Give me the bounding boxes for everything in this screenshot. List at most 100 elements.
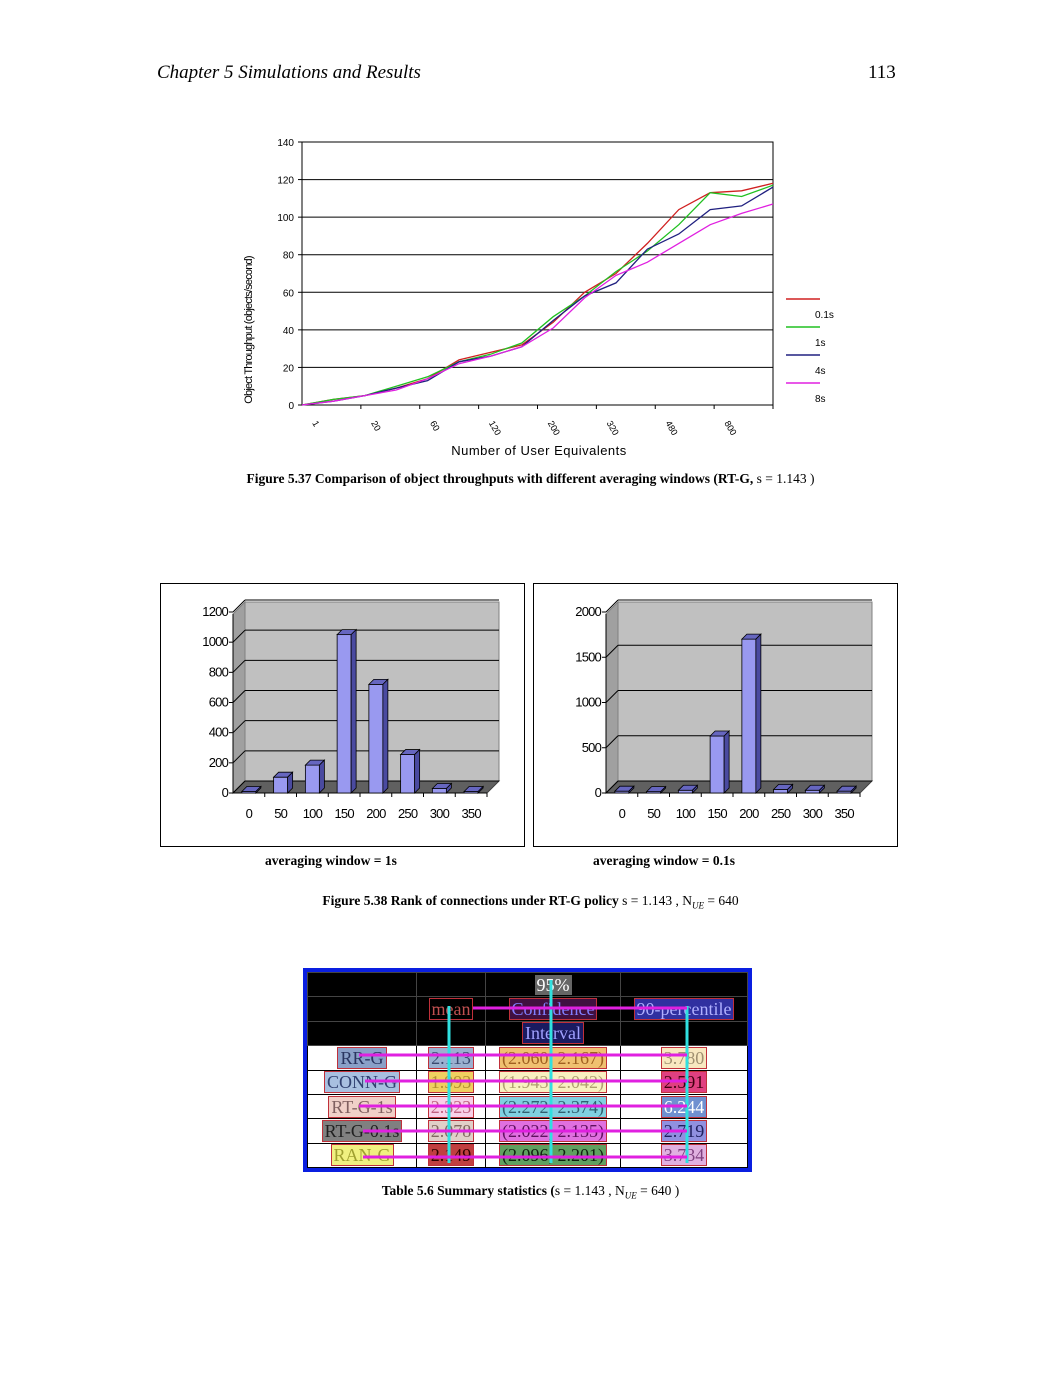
header-interval: Interval bbox=[485, 1020, 621, 1047]
x-tick-label: 50 bbox=[274, 806, 287, 821]
gridline bbox=[605, 690, 619, 703]
y-tick-label: 0 bbox=[595, 785, 602, 800]
table-row: RT-G-1s 2.323 (2.272, 2.374) 6.244 bbox=[307, 1093, 748, 1120]
x-tick-label: 100 bbox=[303, 806, 323, 821]
header-cell bbox=[416, 1020, 486, 1047]
x-tick-label: 300 bbox=[803, 806, 823, 821]
bar-side bbox=[477, 785, 484, 794]
bar-front bbox=[773, 788, 789, 794]
series-line-1s bbox=[301, 184, 774, 406]
x-tick-label: 120 bbox=[487, 419, 503, 437]
bar-50 bbox=[272, 771, 294, 794]
plot-area bbox=[301, 141, 774, 406]
x-axis-label: Number of User Equivalents bbox=[451, 443, 627, 458]
side-wall bbox=[605, 600, 619, 795]
y-tick-label: 40 bbox=[283, 326, 295, 337]
header-cell: 95% bbox=[485, 971, 621, 998]
y-tick-label: 1500 bbox=[575, 649, 601, 664]
bar-front bbox=[741, 638, 757, 794]
x-tick-label: 480 bbox=[664, 419, 680, 437]
gridline bbox=[232, 690, 246, 703]
bar-100 bbox=[677, 784, 699, 794]
side-wall bbox=[232, 600, 246, 795]
x-tick-label: 200 bbox=[739, 806, 759, 821]
bar-front bbox=[368, 684, 384, 794]
x-tick-label: 100 bbox=[676, 806, 696, 821]
x-tick-label: 320 bbox=[605, 419, 621, 437]
figure-538-caption: Figure 5.38 Rank of connections under RT… bbox=[322, 893, 739, 911]
y-tick-label: 20 bbox=[283, 363, 295, 374]
y-tick-label: 2000 bbox=[575, 604, 601, 619]
bar-front bbox=[431, 788, 447, 794]
gridline bbox=[232, 780, 246, 794]
x-tick-label: 150 bbox=[334, 806, 354, 821]
bar-side bbox=[255, 785, 262, 794]
bar-side bbox=[660, 785, 667, 794]
bar-front bbox=[273, 776, 289, 794]
header-cell bbox=[307, 996, 417, 1022]
x-tick-label: 1 bbox=[310, 419, 321, 428]
x-tick-label: 250 bbox=[398, 806, 418, 821]
table-row: RT-G-0.1s 2.078 (2.022, 2.135) 2.719 bbox=[307, 1118, 748, 1144]
bar-150 bbox=[709, 730, 731, 794]
bar-front bbox=[804, 789, 820, 794]
header-cell bbox=[620, 1020, 748, 1047]
series-line-4s bbox=[301, 186, 774, 406]
y-tick-label: 0 bbox=[288, 401, 294, 412]
y-tick-label: 600 bbox=[209, 695, 229, 710]
table-56-caption: Table 5.6 Summary statistics (s = 1.143 … bbox=[381, 1183, 680, 1201]
x-tick-label: 800 bbox=[722, 419, 738, 437]
bar-front bbox=[709, 735, 725, 794]
x-tick-label: 350 bbox=[834, 806, 854, 821]
bar-150 bbox=[336, 628, 358, 794]
header-cell bbox=[416, 971, 486, 998]
gridline bbox=[605, 780, 619, 794]
y-tick-label: 1000 bbox=[575, 695, 601, 710]
bar-200 bbox=[740, 633, 762, 794]
bar-side bbox=[445, 782, 452, 794]
bar-side bbox=[628, 785, 635, 794]
subcaption-01s: averaging window = 0.1s bbox=[593, 853, 735, 868]
bar-350 bbox=[836, 785, 858, 794]
x-tick-label: 200 bbox=[546, 419, 562, 437]
bar-front bbox=[677, 789, 693, 794]
legend-label-8s: 8s bbox=[815, 394, 826, 405]
header-cell bbox=[307, 1020, 417, 1047]
bar-200 bbox=[367, 678, 389, 794]
bar-250 bbox=[399, 748, 421, 794]
bar-300 bbox=[804, 784, 826, 794]
bar-side bbox=[414, 748, 421, 794]
y-tick-label: 0 bbox=[222, 785, 229, 800]
x-tick-label: 50 bbox=[647, 806, 660, 821]
chapter-title: Chapter 5 Simulations and Results bbox=[157, 62, 421, 83]
x-tick-label: 150 bbox=[707, 806, 727, 821]
x-tick-label: 0 bbox=[619, 806, 626, 821]
bar-300 bbox=[431, 782, 453, 794]
y-tick-label: 120 bbox=[277, 176, 294, 187]
legend-label-1s: 1s bbox=[815, 338, 826, 349]
bar-front bbox=[400, 754, 416, 794]
page-number: 113 bbox=[868, 62, 896, 83]
summary-stats-table: 95% mean Confidence 90-percentile Interv… bbox=[303, 968, 752, 1172]
bar-panel-01s: 0 500 1000 1500 2000 0 50 100 150 200 250 300 350 bbox=[533, 583, 898, 847]
bar-50 bbox=[645, 785, 667, 794]
bar-side bbox=[287, 771, 294, 794]
bar-side bbox=[691, 784, 698, 794]
x-tick-label: 250 bbox=[771, 806, 791, 821]
table-row: RR-G 2.113 (2.060, 2.167) 3.780 bbox=[307, 1045, 748, 1071]
figure-537-caption: Figure 5.37 Comparison of object through… bbox=[246, 471, 815, 486]
y-tick-label: 100 bbox=[277, 213, 294, 224]
bar-side bbox=[382, 678, 389, 794]
bar-side bbox=[723, 730, 730, 794]
floor bbox=[604, 780, 874, 794]
series-line-8s bbox=[301, 203, 774, 406]
bar-side bbox=[318, 759, 325, 794]
y-axis-label: Object Throughput (objects/second) bbox=[243, 256, 255, 404]
bar-250 bbox=[772, 783, 794, 794]
y-tick-label: 200 bbox=[209, 755, 229, 770]
x-tick-label: 20 bbox=[369, 419, 383, 433]
gridline bbox=[232, 599, 246, 613]
x-tick-label: 350 bbox=[461, 806, 481, 821]
y-tick-label: 500 bbox=[582, 740, 602, 755]
